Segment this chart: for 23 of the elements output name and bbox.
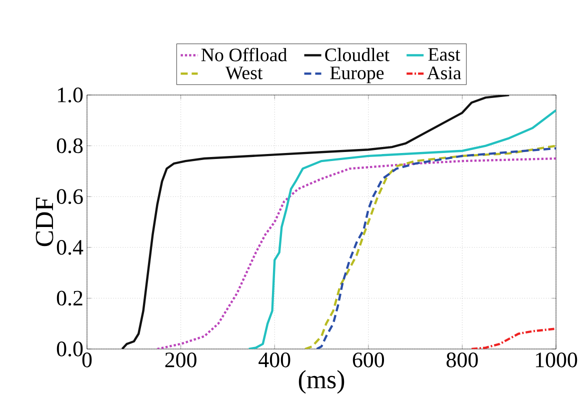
line-series bbox=[248, 109, 556, 349]
y-tick-label: 0.2 bbox=[56, 290, 82, 306]
x-tick-label: 400 bbox=[258, 352, 290, 368]
legend-label: Cloudlet bbox=[325, 48, 390, 62]
legend-label: Asia bbox=[426, 66, 462, 80]
line-series bbox=[470, 328, 556, 349]
line-series bbox=[156, 157, 556, 349]
y-tick-label: 0.8 bbox=[56, 138, 83, 154]
x-tick-label: 0 bbox=[82, 352, 92, 368]
y-tick-label: 0.6 bbox=[56, 189, 83, 204]
x-axis-title: (ms) bbox=[298, 370, 344, 394]
x-tick-label: 1000 bbox=[536, 352, 578, 368]
y-tick-label: 0.0 bbox=[56, 342, 83, 356]
y-tick-label: 0.4 bbox=[56, 240, 84, 255]
legend-label: No Offload bbox=[201, 48, 287, 62]
y-axis-title: CDF bbox=[36, 198, 54, 246]
x-tick-label: 800 bbox=[446, 352, 478, 368]
legend-label: West bbox=[225, 66, 263, 80]
y-tick-label: 1.0 bbox=[58, 88, 83, 102]
legend-label: Europe bbox=[330, 66, 384, 84]
legend-label: East bbox=[428, 48, 460, 61]
x-tick-label: 200 bbox=[165, 352, 196, 368]
x-tick-label: 600 bbox=[352, 352, 384, 368]
